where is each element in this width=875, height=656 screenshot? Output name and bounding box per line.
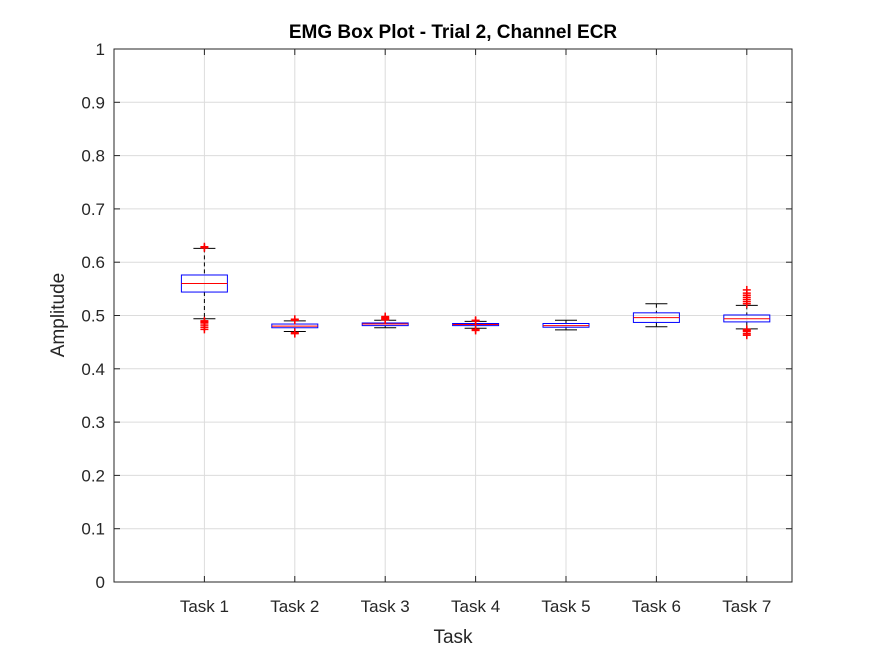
x-tick-label: Task 5	[541, 597, 590, 616]
x-tick-label: Task 6	[632, 597, 681, 616]
y-tick-label: 0.4	[81, 360, 105, 379]
y-axis-ticks: 0 0.1 0.2 0.3 0.4 0.5 0.6 0.7 0.8 0.9 1	[81, 40, 792, 592]
box-group	[723, 285, 771, 340]
boxes	[180, 242, 771, 340]
box-group	[271, 315, 319, 338]
y-tick-label: 0.6	[81, 253, 105, 272]
x-tick-label: Task 4	[451, 597, 500, 616]
y-tick-label: 1	[96, 40, 105, 59]
x-tick-label: Task 7	[722, 597, 771, 616]
y-tick-label: 0.8	[81, 147, 105, 166]
box-group	[452, 316, 500, 335]
y-tick-label: 0.1	[81, 520, 105, 539]
plot-area	[113, 48, 793, 583]
chart-title: EMG Box Plot - Trial 2, Channel ECR	[289, 22, 618, 43]
x-tick-label: Task 2	[270, 597, 319, 616]
box-group	[361, 312, 409, 329]
y-tick-label: 0.9	[81, 93, 105, 112]
y-tick-label: 0.5	[81, 307, 105, 326]
box-group	[542, 319, 590, 331]
x-axis-label: Task	[433, 627, 473, 648]
grid-lines	[114, 49, 792, 582]
x-tick-label: Task 3	[361, 597, 410, 616]
y-tick-label: 0.2	[81, 466, 105, 485]
y-tick-label: 0.3	[81, 413, 105, 432]
x-tick-label: Task 1	[180, 597, 229, 616]
box-group	[632, 303, 680, 328]
y-tick-label: 0.7	[81, 200, 105, 219]
box-group	[180, 242, 228, 334]
y-axis-label: Amplitude	[48, 273, 69, 358]
x-axis-ticks: Task 1 Task 2 Task 3 Task 4 Task 5 Task 6 Task…	[180, 49, 771, 616]
y-tick-label: 0	[96, 573, 105, 592]
